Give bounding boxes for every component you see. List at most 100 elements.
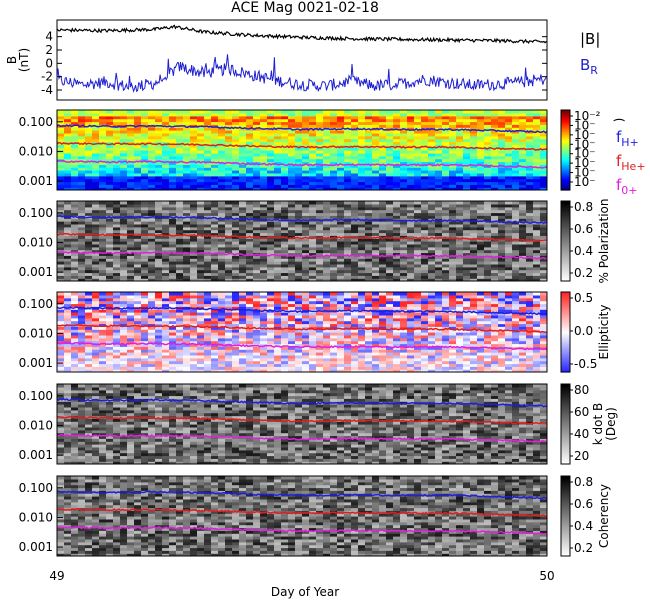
panel1-ytick-label: 2 [45, 43, 53, 57]
colorbar-segment [561, 205, 570, 208]
colorbar-segment [561, 182, 570, 185]
colorbar-tick-label: 0.5 [574, 291, 593, 305]
colorbar-segment [561, 552, 570, 555]
colorbar-tick-label: 10⁻ [574, 128, 596, 142]
colorbar-segment [561, 438, 570, 441]
colorbar-segment [561, 114, 570, 117]
colorbar-frame [560, 475, 571, 557]
colorbar-segment [561, 322, 570, 325]
colorbar-segment [561, 243, 570, 246]
colorbar-segment [561, 554, 570, 557]
colorbar-label: ) [612, 118, 626, 123]
legend-fo: f0+ [616, 176, 638, 197]
colorbar-segment [561, 318, 570, 321]
colorbar-segment [561, 542, 570, 545]
colorbar-segment [561, 304, 570, 307]
colorbar-segment [561, 514, 570, 517]
colorbar-tick-label: 0.2 [574, 266, 593, 280]
colorbar-segment [561, 526, 570, 529]
colorbar-segment [561, 176, 570, 179]
colorbar-segment [561, 336, 570, 339]
colorbar-segment [561, 186, 570, 189]
colorbar-frame [560, 200, 571, 282]
colorbar-segment [561, 548, 570, 551]
colorbar-tick-label: 10⁻ [574, 156, 596, 170]
colorbar-segment [561, 494, 570, 497]
colorbar-segment [561, 550, 570, 553]
colorbar-segment [561, 352, 570, 355]
colorbar-segment [561, 524, 570, 527]
colorbar-segment [561, 430, 570, 433]
panel1-ylabel-line1: B [5, 56, 19, 64]
colorbar-segment [561, 480, 570, 483]
colorbar-segment [561, 356, 570, 359]
colorbar-segment [561, 166, 570, 169]
x-tick-start: 49 [49, 569, 64, 583]
legend-br: BR [580, 56, 598, 77]
colorbar-segment [561, 454, 570, 457]
colorbar-segment [561, 500, 570, 503]
colorbar-segment [561, 398, 570, 401]
colorbar-segment [561, 414, 570, 417]
legend-fh: fH+ [616, 128, 639, 149]
colorbar-segment [561, 442, 570, 445]
colorbar-segment [561, 450, 570, 453]
freq-tick-label: 0.100 [19, 115, 53, 129]
colorbar-segment [561, 392, 570, 395]
colorbar-tick-label: 0.8 [574, 475, 593, 489]
colorbar-segment [561, 504, 570, 507]
freq-tick-label: 0.100 [19, 481, 53, 495]
colorbar-segment [561, 330, 570, 333]
frequency-line-fHe [57, 507, 547, 518]
colorbar-segment [561, 324, 570, 327]
colorbar-segment [561, 302, 570, 305]
frequency-line-fO [57, 250, 547, 260]
colorbar-segment [561, 229, 570, 232]
colorbar-segment [561, 364, 570, 367]
colorbar-segment [561, 544, 570, 547]
colorbar-segment [561, 420, 570, 423]
colorbar-segment [561, 275, 570, 278]
freq-tick-label: 0.001 [19, 448, 53, 462]
colorbar-segment [561, 310, 570, 313]
colorbar-segment [561, 110, 570, 113]
colorbar-tick-label: 0.6 [574, 222, 593, 236]
colorbar-tick-label: 10⁻ [574, 166, 596, 180]
colorbar-segment [561, 203, 570, 206]
colorbar-segment [561, 211, 570, 214]
colorbar-segment [561, 263, 570, 266]
colorbar-segment [561, 446, 570, 449]
series-br-line [56, 54, 548, 93]
colorbar-segment [561, 142, 570, 145]
colorbar-segment [561, 418, 570, 421]
colorbar-segment [561, 160, 570, 163]
colorbar-segment [561, 223, 570, 226]
colorbar-segment [561, 217, 570, 220]
colorbar-segment [561, 536, 570, 539]
colorbar-segment [561, 255, 570, 258]
spectrogram-cells [57, 384, 547, 464]
colorbar-segment [561, 134, 570, 137]
colorbar-tick-label: 20 [574, 449, 589, 463]
colorbar-segment [561, 178, 570, 181]
colorbar-segment [561, 350, 570, 353]
colorbar-segment [561, 294, 570, 297]
colorbar-segment [561, 174, 570, 177]
colorbar-segment [561, 532, 570, 535]
colorbar-segment [561, 332, 570, 335]
colorbar-segment [561, 180, 570, 183]
colorbar-segment [561, 138, 570, 141]
colorbar-segment [561, 522, 570, 525]
colorbar-tick-label: 0.4 [574, 519, 593, 533]
colorbar-segment [561, 528, 570, 531]
colorbar-tick-label: 10⁻ [574, 118, 596, 132]
colorbar-segment [561, 344, 570, 347]
colorbar-segment [561, 152, 570, 155]
frequency-line-fH [57, 306, 547, 316]
colorbar-segment [561, 496, 570, 499]
panel-frame [56, 383, 548, 465]
colorbar-segment [561, 156, 570, 159]
colorbar-segment [561, 296, 570, 299]
colorbar-segment [561, 334, 570, 337]
